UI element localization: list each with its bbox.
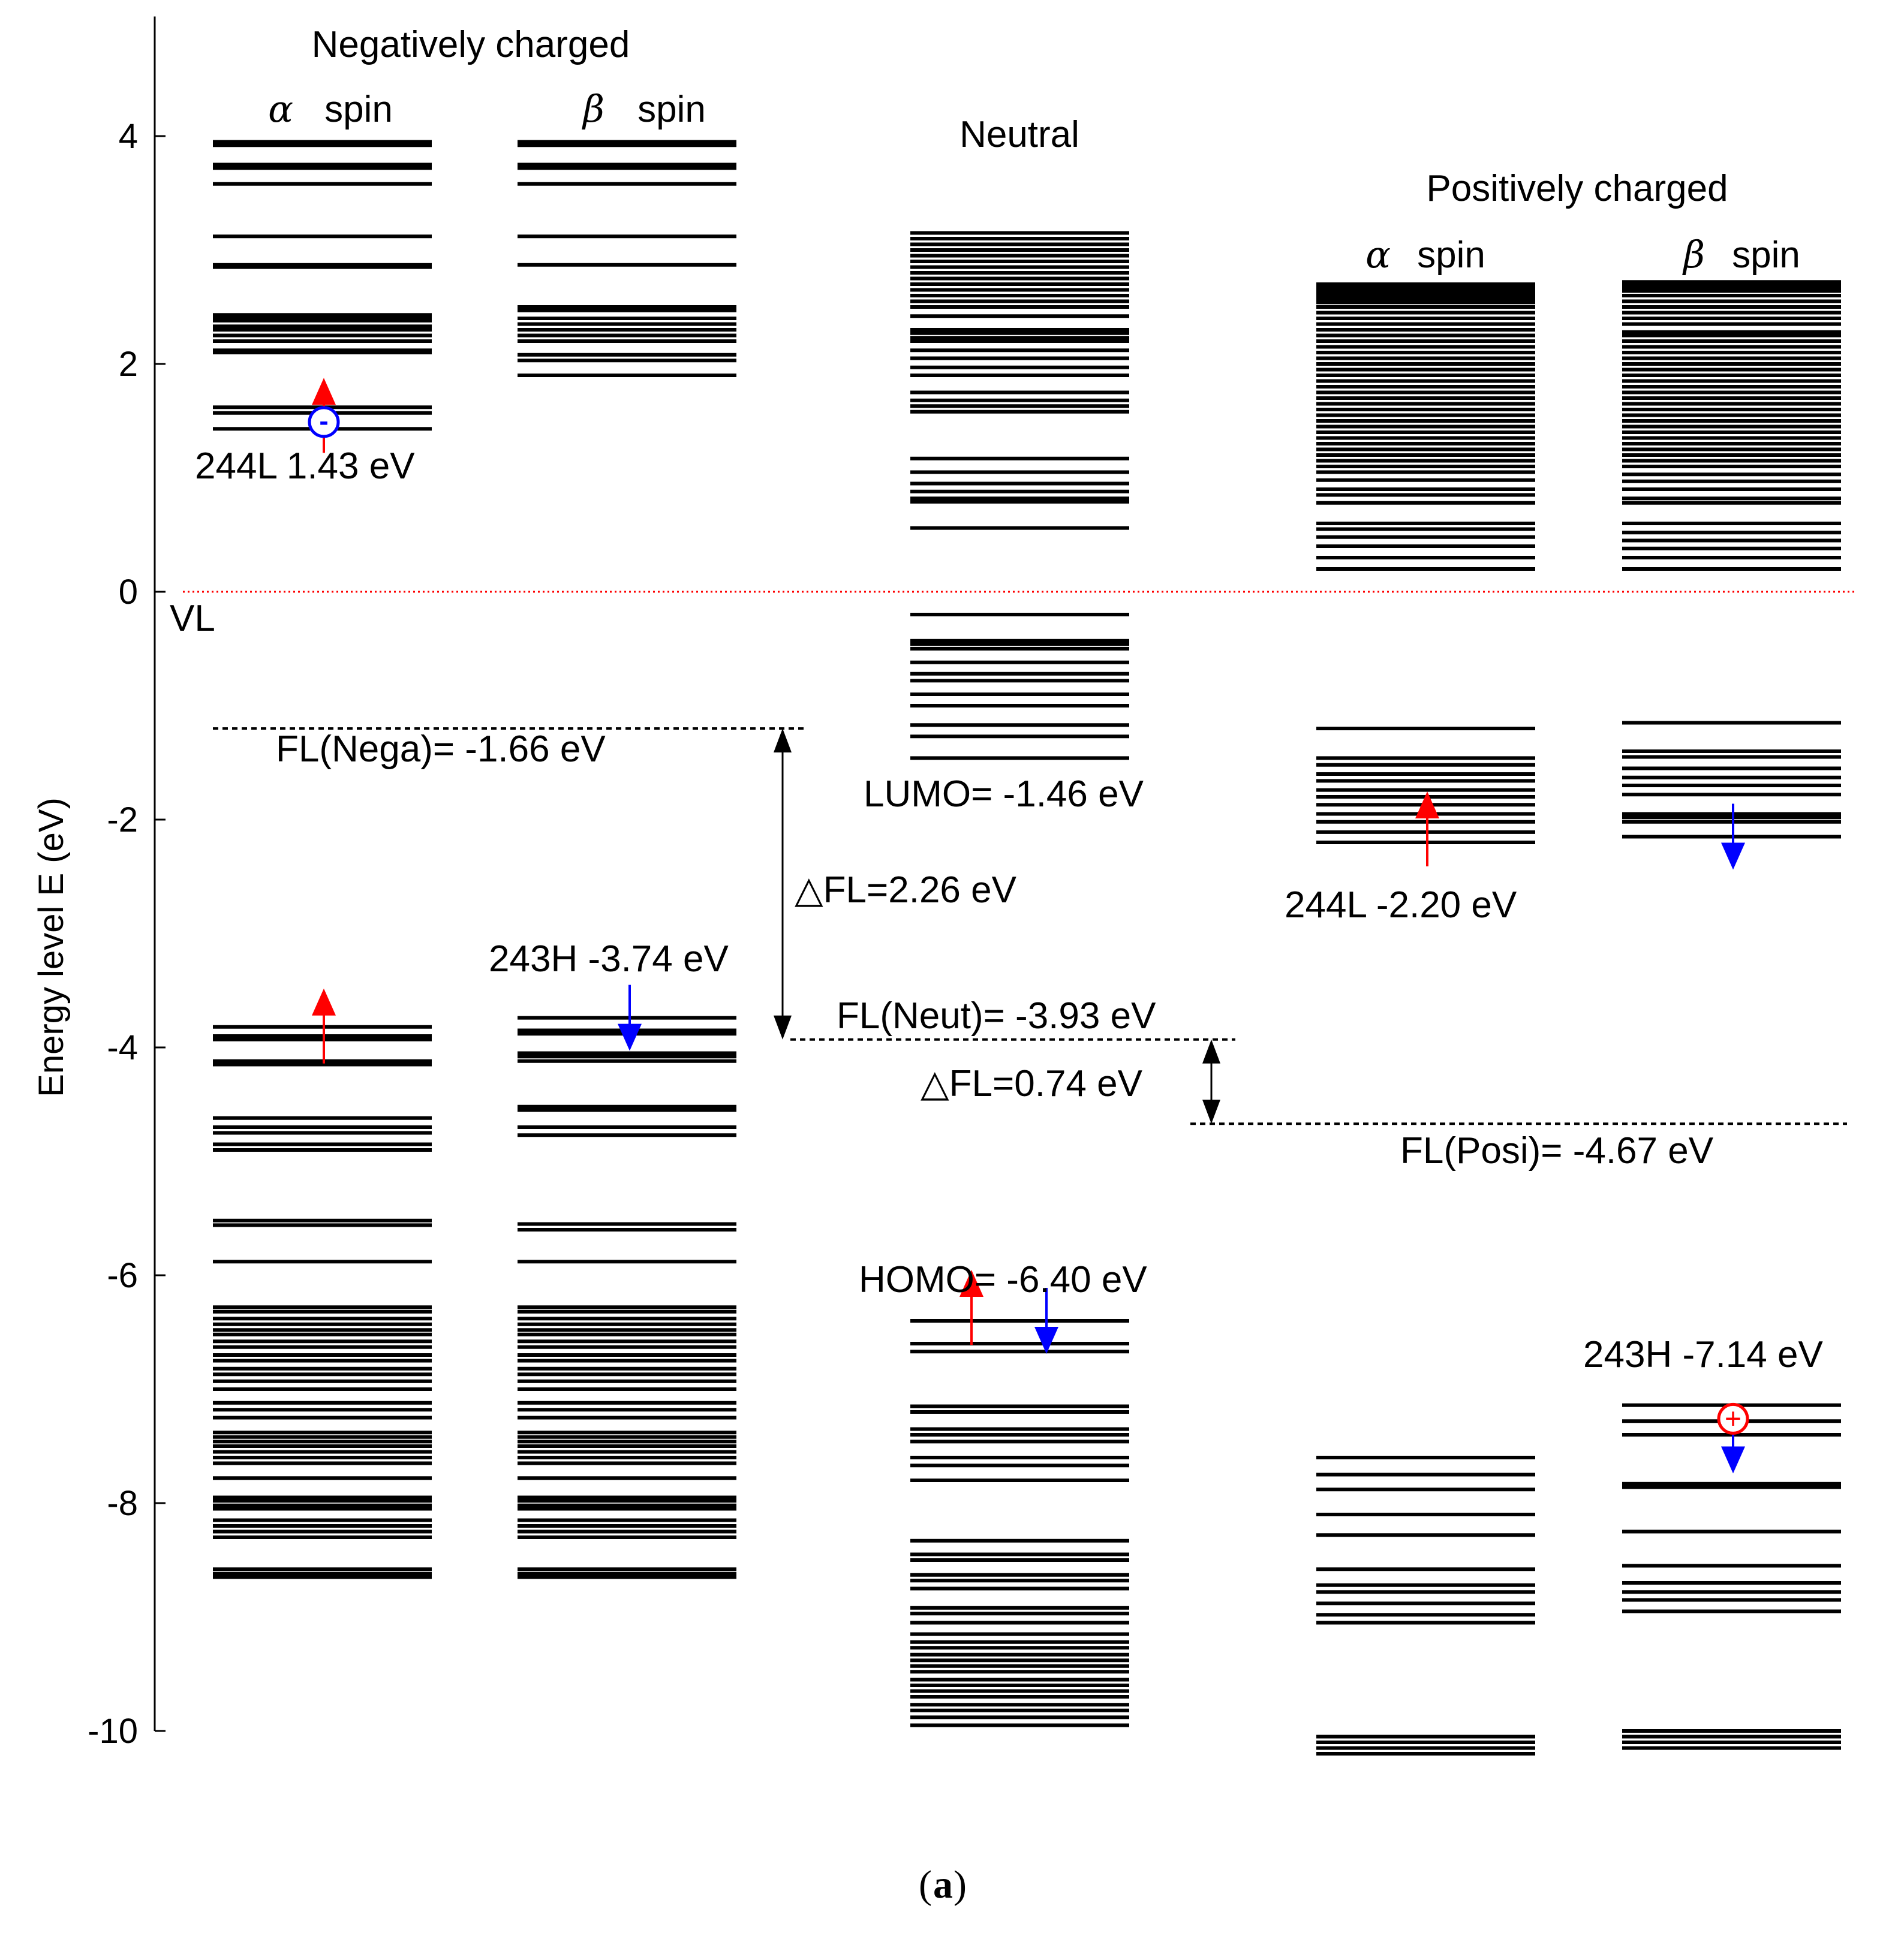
pos-beta-symbol: β xyxy=(1682,233,1705,276)
neg-lumo-annotation: 244L 1.43 eV xyxy=(195,445,415,487)
neutral-homo-spin-down-arrow-head xyxy=(1034,1327,1058,1354)
y-tick-label-1: 2 xyxy=(119,345,138,384)
vacuum-level-label: VL xyxy=(170,598,215,639)
group-title-negative: Negatively charged xyxy=(312,24,630,65)
neg-beta-spin-word: spin xyxy=(637,89,706,130)
y-tick-label-6: -8 xyxy=(107,1484,138,1523)
y-tick-label-2: 0 xyxy=(119,573,138,612)
delta-fl-big-arrow-head-top xyxy=(774,728,792,752)
fl-nega-label: FL(Nega)= -1.66 eV xyxy=(276,728,606,770)
pos-homo-spin-down-arrow-head xyxy=(1721,1446,1745,1474)
neg-homo-spin-down-arrow-head xyxy=(618,1023,642,1051)
y-tick-label-5: -6 xyxy=(107,1256,138,1295)
neutral-lumo-annotation: LUMO= -1.46 eV xyxy=(864,773,1144,815)
plus-charge-circle xyxy=(1717,1402,1749,1435)
group-title-positive: Positively charged xyxy=(1426,168,1728,209)
levels-layer xyxy=(213,140,1841,1756)
pos-beta-spin-word: spin xyxy=(1732,234,1800,276)
y-tick-label-0: 4 xyxy=(119,117,138,156)
y-tick-label-3: -2 xyxy=(107,800,138,839)
neg-lumo-spin-up-arrow-head xyxy=(312,378,336,405)
neg-beta-symbol: β xyxy=(582,87,604,131)
pos-lumo-annotation: 244L -2.20 eV xyxy=(1285,884,1517,926)
pos-alpha-symbol: α xyxy=(1365,233,1391,276)
neg-alpha-spin-word: spin xyxy=(324,89,393,130)
delta-fl-small-arrow-head-top xyxy=(1202,1039,1220,1064)
pos-lumo-spin-up-arrow-head xyxy=(1415,791,1439,818)
fl-neut-label: FL(Neut)= -3.93 eV xyxy=(837,995,1156,1037)
neutral-homo-spin-up-arrow-head xyxy=(959,1270,983,1297)
y-tick-label-4: -4 xyxy=(107,1028,138,1067)
delta-fl-small-arrow-head-bottom xyxy=(1202,1100,1220,1124)
fl-posi-label: FL(Posi)= -4.67 eV xyxy=(1400,1130,1714,1172)
y-axis: 4 2 0 -2 -4 -6 -8 -10 xyxy=(88,16,166,1751)
caption-close: ) xyxy=(953,1863,967,1907)
caption-letter: a xyxy=(933,1863,953,1907)
neg-homo-annotation: 243H -3.74 eV xyxy=(489,938,729,980)
minus-charge-sign: - xyxy=(319,405,328,436)
y-axis-title: Energy level E (eV) xyxy=(32,797,71,1097)
pos-lumo-spin-down-arrow-head xyxy=(1721,842,1745,870)
delta-fl-small-label: △FL=0.74 eV xyxy=(921,1063,1143,1104)
pos-alpha-spin-word: spin xyxy=(1417,234,1485,276)
neutral-homo-annotation: HOMO= -6.40 eV xyxy=(859,1259,1147,1300)
pos-homo-annotation: 243H -7.14 eV xyxy=(1583,1334,1823,1375)
y-tick-label-7: -10 xyxy=(88,1712,138,1751)
plus-charge-sign: + xyxy=(1725,1403,1741,1435)
minus-charge-circle xyxy=(308,406,340,438)
group-title-neutral: Neutral xyxy=(959,114,1079,155)
neg-alpha-symbol: α xyxy=(268,87,293,131)
delta-fl-big-label: △FL=2.26 eV xyxy=(795,869,1017,911)
marker-layer: -+ xyxy=(183,378,1856,1474)
delta-fl-big-arrow-head-bottom xyxy=(774,1015,792,1040)
neg-homo-spin-up-arrow-head xyxy=(312,988,336,1016)
caption-open: ( xyxy=(919,1863,932,1907)
